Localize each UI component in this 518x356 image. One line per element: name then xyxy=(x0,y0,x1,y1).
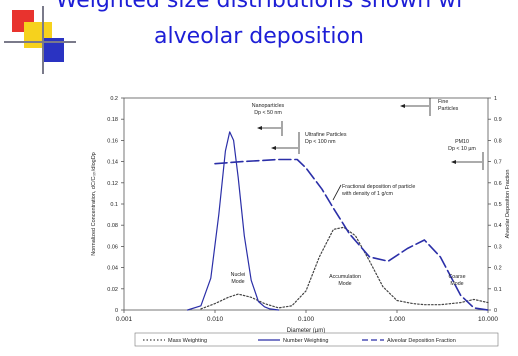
annotation-accum-line: Mode xyxy=(338,281,351,287)
annotation-pm10-line: Dp < 10 µm xyxy=(448,146,476,152)
y-right-tick-label: 0 xyxy=(494,308,497,314)
y-right-tick-label: 1 xyxy=(494,96,497,102)
y-right-tick-label: 0.5 xyxy=(494,202,502,208)
annotation-coarse-line: Coarse xyxy=(448,274,465,280)
legend-label-alveolar-deposition-fraction: Alveolar Deposition Fraction xyxy=(387,338,456,344)
decor-horizontal-line xyxy=(4,41,76,43)
y-left-tick-label: 0.06 xyxy=(107,244,118,250)
annotation-accum-line: Accumulation xyxy=(329,274,361,280)
y-left-tick-label: 0.14 xyxy=(107,160,118,166)
y-left-tick-label: 0.08 xyxy=(107,223,118,229)
deposition-pointer xyxy=(332,184,342,201)
legend-label-mass-weighting: Mass Weighting xyxy=(168,338,207,344)
nanoparticle-arrowhead xyxy=(257,126,262,130)
ultrafine-arrowhead xyxy=(271,146,276,150)
x-tick-label: 0.001 xyxy=(116,316,133,323)
y-right-tick-label: 0.7 xyxy=(494,160,502,166)
annotation-coarse-line: Mode xyxy=(450,281,463,287)
annotation-nano-line: Dp < 50 nm xyxy=(254,110,282,116)
y-left-tick-label: 0.16 xyxy=(107,138,118,144)
y-left-tick-label: 0.1 xyxy=(110,202,118,208)
annotation-dep-line: Fractional deposition of particle xyxy=(342,184,415,190)
annotation-nuclei-line: Mode xyxy=(231,279,244,285)
y-left-tick-label: 0.04 xyxy=(107,266,118,272)
y-right-tick-label: 0.2 xyxy=(494,266,502,272)
y-right-axis-label: Alveolar Deposition Fraction xyxy=(505,170,511,239)
y-left-axis-label: Normalized Concentration, dC/Cₜₒₜ/dlogDp xyxy=(91,152,97,255)
y-left-tick-label: 0.2 xyxy=(110,96,118,102)
series-line-mass-weighting xyxy=(200,226,489,310)
decor-blue-square xyxy=(44,38,64,62)
y-right-tick-label: 0.6 xyxy=(494,181,502,187)
annotation-pm10-line: PM10 xyxy=(455,139,469,145)
annotation-ultra-line: Ultrafine Particles xyxy=(305,132,347,138)
x-tick-label: 0.100 xyxy=(298,316,315,323)
y-left-tick-label: 0 xyxy=(115,308,118,314)
annotation-fine-line: Particles xyxy=(438,106,459,112)
plot-frame xyxy=(123,97,489,311)
fine-arrowhead xyxy=(400,104,405,108)
legend-box xyxy=(134,332,499,347)
y-left-tick-label: 0.18 xyxy=(107,117,118,123)
y-right-tick-label: 0.9 xyxy=(494,117,502,123)
y-left-tick-label: 0.12 xyxy=(107,181,118,187)
annotation-nano-line: Nanoparticles xyxy=(252,103,285,109)
series-line-number-weighting xyxy=(187,131,280,311)
y-right-tick-label: 0.1 xyxy=(494,287,502,293)
y-right-tick-label: 0.8 xyxy=(494,138,502,144)
series-line-alveolar-deposition-fraction xyxy=(214,158,489,311)
y-left-tick-label: 0.02 xyxy=(107,287,118,293)
annotation-dep-line: with density of 1 g/cm xyxy=(342,191,394,197)
annotation-ultra-line: Dp < 100 nm xyxy=(305,139,336,145)
x-tick-label: 0.010 xyxy=(207,316,224,323)
annotation-nuclei-line: Nuclei xyxy=(231,272,246,278)
decor-vertical-line xyxy=(42,6,44,74)
slide-title-line-2: alveolar deposition xyxy=(154,24,364,49)
y-right-tick-label: 0.3 xyxy=(494,244,502,250)
pm10-arrowhead xyxy=(451,160,456,164)
annotation-fine-line: Fine xyxy=(438,99,448,105)
x-tick-label: 10.000 xyxy=(478,316,498,323)
x-tick-label: 1.000 xyxy=(389,316,406,323)
slide-title-line-1: Weighted size distributions shown wi xyxy=(55,0,463,13)
legend-label-number-weighting: Number Weighting xyxy=(283,338,328,344)
x-axis-label: Diameter (µm) xyxy=(287,328,325,334)
y-right-tick-label: 0.4 xyxy=(494,223,502,229)
